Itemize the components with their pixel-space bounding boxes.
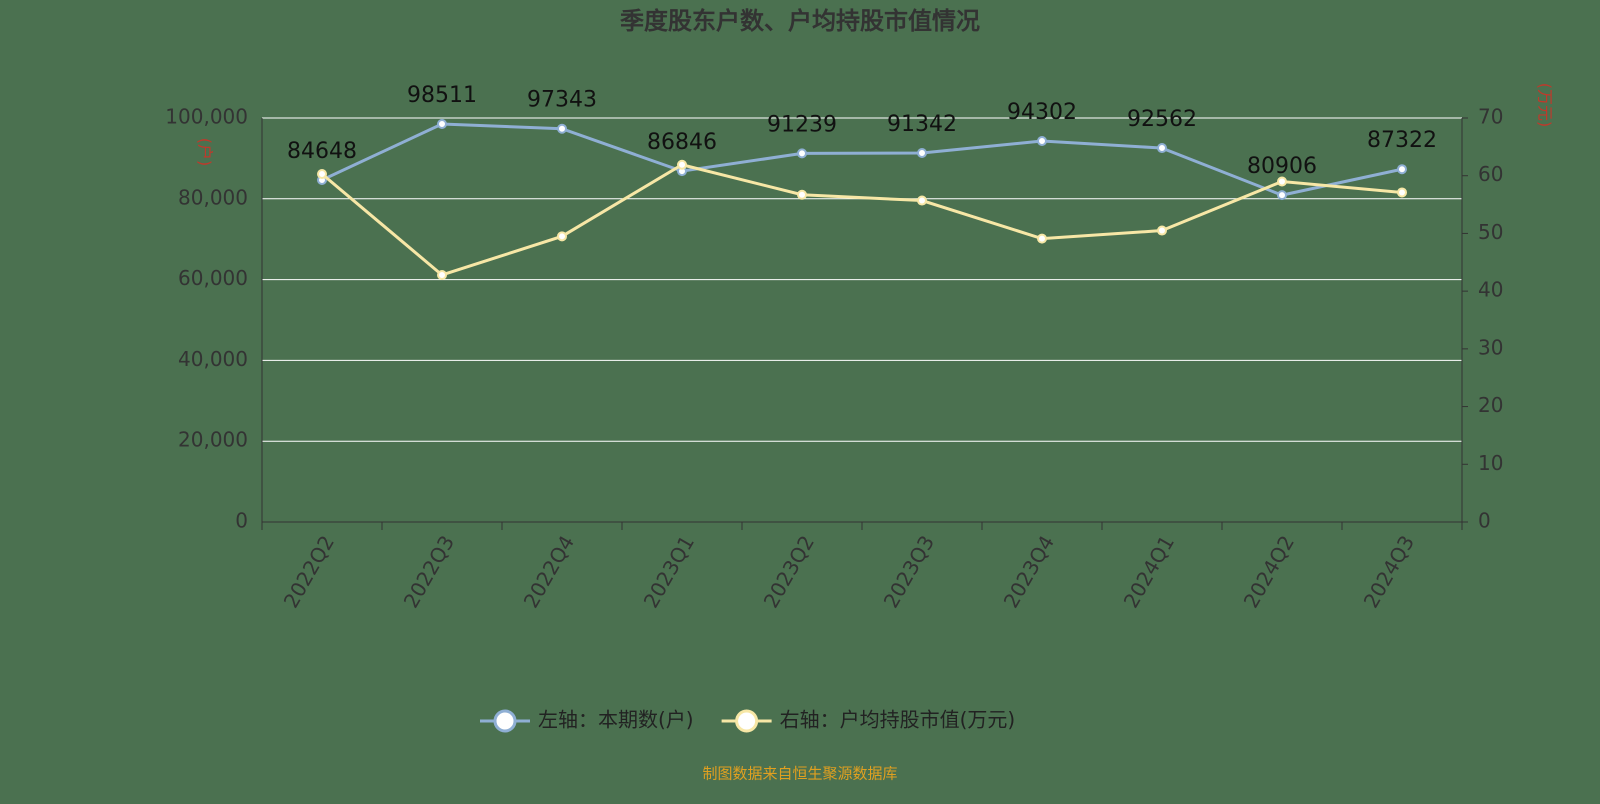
x-tick-label: 2023Q2 <box>759 531 819 612</box>
data-label: 91342 <box>887 112 957 137</box>
data-point <box>437 119 447 130</box>
data-point <box>917 195 927 206</box>
y-tick-label: 80,000 <box>178 185 248 209</box>
y-axis-label: (户) <box>196 138 215 167</box>
y2-axis-label: (万元) <box>1536 83 1555 128</box>
data-label: 84648 <box>287 139 357 164</box>
data-point <box>1277 190 1287 201</box>
y2-tick-label: 10 <box>1478 451 1503 475</box>
legend-marker <box>493 709 517 733</box>
y-tick-label: 0 <box>235 509 248 533</box>
data-label: 92562 <box>1127 107 1197 132</box>
data-point <box>797 189 807 200</box>
data-point <box>1277 176 1287 187</box>
data-point <box>677 159 687 170</box>
data-point <box>557 231 567 242</box>
legend-marker <box>735 709 759 733</box>
x-tick-label: 2023Q1 <box>639 531 699 612</box>
data-point <box>1037 136 1047 147</box>
data-label: 86846 <box>647 130 717 155</box>
legend-label: 右轴：户均持股市值(万元) <box>780 708 1016 732</box>
data-point <box>1157 143 1167 154</box>
y2-tick-label: 30 <box>1478 335 1503 359</box>
y-tick-label: 40,000 <box>178 347 248 371</box>
y2-tick-label: 40 <box>1478 278 1503 302</box>
data-point <box>557 123 567 134</box>
y-tick-label: 100,000 <box>165 105 248 129</box>
data-label: 80906 <box>1247 154 1317 179</box>
source-note: 制图数据来自恒生聚源数据库 <box>702 765 897 783</box>
y2-tick-label: 0 <box>1478 509 1491 533</box>
data-label: 91239 <box>767 112 837 137</box>
data-point <box>1037 233 1047 244</box>
series-line <box>321 122 1403 197</box>
y-tick-label: 60,000 <box>178 266 248 290</box>
x-tick-label: 2022Q3 <box>399 531 459 612</box>
data-point <box>317 168 327 179</box>
x-tick-label: 2024Q1 <box>1119 531 1179 612</box>
data-point <box>917 147 927 158</box>
x-tick-label: 2022Q4 <box>519 531 579 612</box>
y-tick-label: 20,000 <box>178 428 248 452</box>
data-label: 98511 <box>407 83 477 108</box>
data-point <box>797 148 807 159</box>
x-tick-label: 2024Q2 <box>1239 531 1299 612</box>
legend-label: 左轴：本期数(户) <box>538 708 694 732</box>
data-point <box>1397 164 1407 175</box>
x-tick-label: 2023Q4 <box>999 531 1059 612</box>
y2-tick-label: 60 <box>1478 162 1503 186</box>
data-label: 94302 <box>1007 100 1077 125</box>
x-tick-label: 2023Q3 <box>879 531 939 612</box>
data-point <box>437 269 447 280</box>
data-label: 97343 <box>527 88 597 113</box>
x-tick-label: 2022Q2 <box>279 531 339 612</box>
chart-title: 季度股东户数、户均持股市值情况 <box>620 7 980 35</box>
y2-tick-label: 70 <box>1478 105 1503 129</box>
data-label: 87322 <box>1367 128 1437 153</box>
y2-tick-label: 20 <box>1478 393 1503 417</box>
series-line <box>321 163 1403 277</box>
data-point <box>1157 225 1167 236</box>
data-point <box>1397 187 1407 198</box>
x-tick-label: 2024Q3 <box>1359 531 1419 612</box>
y2-tick-label: 50 <box>1478 220 1503 244</box>
